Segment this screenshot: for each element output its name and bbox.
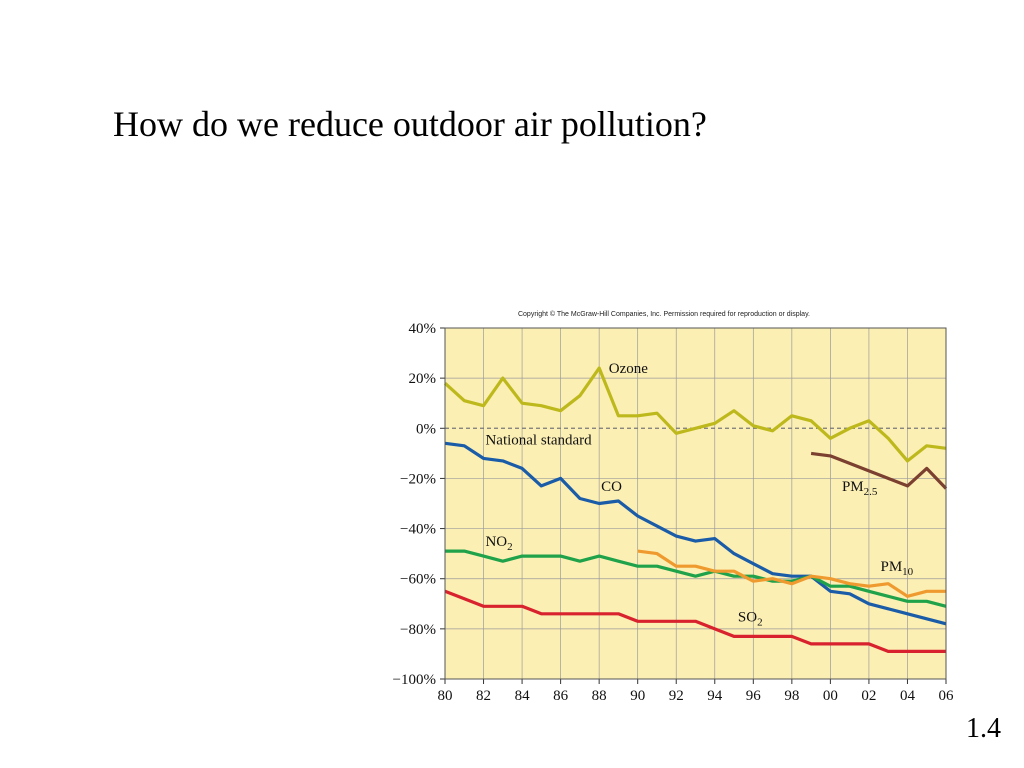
y-tick-label: 40% — [409, 321, 437, 337]
x-tick-label: 06 — [939, 688, 955, 704]
y-tick-label: −40% — [400, 522, 436, 538]
reference-line-group: National standard — [445, 427, 946, 448]
y-tick-label: 20% — [409, 371, 437, 387]
slide-title: How do we reduce outdoor air pollution? — [113, 104, 707, 144]
x-tick-label: 88 — [592, 688, 607, 704]
x-tick-label: 02 — [861, 688, 876, 704]
series-label-ozone: Ozone — [609, 361, 648, 377]
x-tick-label: 96 — [746, 688, 762, 704]
series-line-so2 — [444, 589, 946, 654]
y-tick-label: −20% — [400, 471, 436, 487]
axes: 80 82 84 86 88 90 92 94 96 98 00 02 04 06 40% 20% 0% −20%… — [393, 321, 954, 704]
copyright-notice: Copyright © The McGraw-Hill Companies, I… — [518, 310, 810, 318]
series-labels: Ozone CO NO2 SO2 PM10 PM2.5 — [485, 361, 913, 628]
series-line-no2 — [445, 549, 947, 608]
x-tick-label: 80 — [438, 688, 453, 704]
slide-number: 1.4 — [966, 713, 1001, 744]
series-line-pm25 — [810, 451, 948, 490]
x-tick-label: 92 — [669, 688, 684, 704]
plot-frame — [444, 327, 947, 680]
x-tick-label: 04 — [900, 688, 916, 704]
plot-background — [445, 328, 946, 679]
series-line-ozone — [443, 366, 947, 463]
series-label-no2: NO2 — [485, 534, 512, 553]
x-tick-label: 98 — [784, 688, 799, 704]
series-line-pm10 — [637, 549, 946, 598]
x-tick-label: 86 — [553, 688, 569, 704]
x-tick-label: 90 — [630, 688, 645, 704]
x-tick-label: 82 — [476, 688, 491, 704]
series-label-pm10: PM10 — [880, 559, 913, 578]
series-group — [443, 366, 948, 654]
y-tick-label: 0% — [416, 421, 436, 437]
x-tick-label: 94 — [707, 688, 723, 704]
series-label-pm25: PM2.5 — [842, 479, 878, 498]
national-standard-label: National standard — [485, 432, 592, 448]
x-tick-label: 00 — [823, 688, 838, 704]
x-tick-label: 84 — [515, 688, 531, 704]
y-tick-label: −80% — [400, 622, 436, 638]
series-line-co — [444, 441, 947, 626]
y-tick-label: −100% — [393, 672, 436, 688]
y-tick-label: −60% — [400, 572, 436, 588]
series-label-so2: SO2 — [738, 609, 763, 628]
series-label-co: CO — [601, 479, 622, 495]
